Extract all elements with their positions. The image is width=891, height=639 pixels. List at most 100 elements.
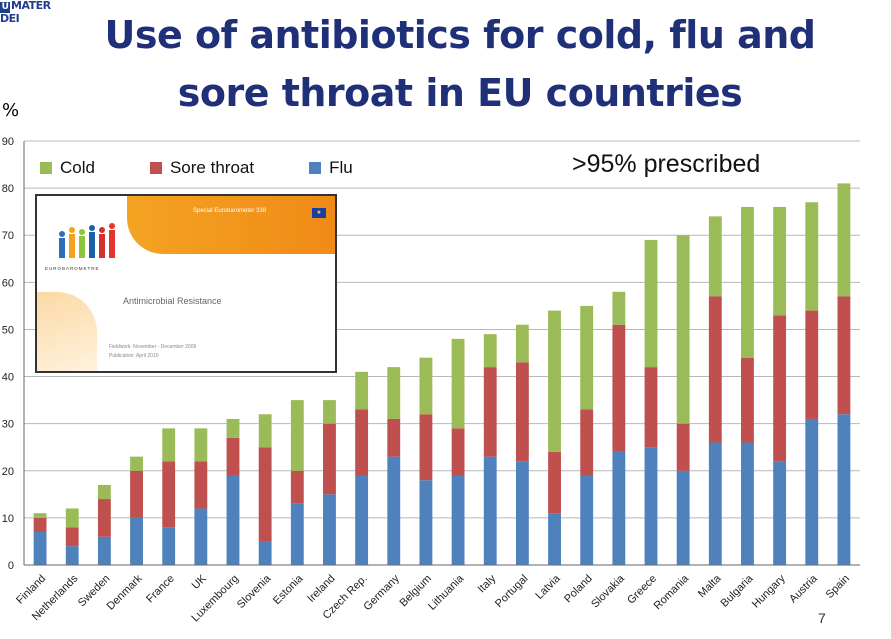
bar-flu — [837, 414, 851, 565]
bar-cold — [355, 371, 369, 410]
bar-sore-throat — [97, 499, 111, 537]
x-tick-label: Latvia — [533, 572, 563, 602]
bar-sore-throat — [644, 367, 658, 448]
chart-legend: Cold Sore throat Flu — [40, 158, 408, 178]
bar-flu — [65, 546, 79, 565]
bar-flu — [355, 475, 369, 565]
bar-cold — [773, 206, 787, 316]
x-tick-label: Malta — [696, 572, 724, 600]
y-tick-label: 20 — [2, 466, 14, 478]
cover-orange-band — [127, 196, 335, 254]
bar-sore-throat — [451, 428, 465, 476]
bar-flu — [419, 480, 433, 565]
x-tick-label: Denmark — [105, 572, 145, 612]
bar-cold — [548, 310, 561, 452]
y-tick-label: 40 — [2, 372, 14, 384]
bar-flu — [773, 461, 787, 565]
page-number: 7 — [818, 610, 826, 626]
x-tick-label: Italy — [476, 572, 499, 595]
legend-item-sore-throat: Sore throat — [149, 158, 254, 178]
bar-cold — [130, 456, 143, 471]
bar-cold — [323, 400, 336, 424]
bar-sore-throat — [773, 315, 787, 462]
cover-orange-corner — [37, 292, 97, 371]
legend-swatch — [40, 162, 52, 174]
eurobarometer-report-cover: Special Eurobarometer 338 ★ EUROBAROMETR… — [35, 194, 337, 373]
cover-fieldwork: Fieldwork: November - December 2009 — [109, 344, 197, 350]
slide-title-line1: Use of antibiotics for cold, flu and — [104, 13, 817, 57]
logo-text: MATER DEI — [0, 0, 51, 25]
bar-cold — [33, 513, 47, 518]
bar-cold — [644, 239, 658, 368]
legend-label: Cold — [60, 158, 95, 177]
bar-cold — [451, 338, 465, 429]
bar-cold — [741, 206, 754, 358]
bar-sore-throat — [708, 296, 722, 443]
cover-brand: EUROBAROMETRE — [45, 266, 100, 271]
bar-flu — [451, 475, 465, 565]
bar-flu — [548, 513, 561, 565]
bar-sore-throat — [805, 310, 819, 419]
y-tick-label: 50 — [2, 324, 14, 336]
bar-cold — [387, 367, 401, 419]
bar-sore-throat — [483, 367, 497, 457]
bar-sore-throat — [130, 470, 143, 518]
y-tick-label: 90 — [2, 136, 14, 148]
x-tick-label: Romania — [652, 572, 692, 612]
bar-cold — [226, 418, 240, 438]
cover-publication: Publication: April 2010 — [109, 353, 159, 359]
bar-cold — [676, 235, 690, 424]
slide-title-line2: sore throat in EU countries — [177, 71, 743, 115]
bar-flu — [612, 451, 626, 565]
bar-cold — [515, 324, 529, 363]
bar-flu — [33, 532, 47, 565]
y-tick-label: 10 — [2, 513, 14, 525]
x-tick-label: Slovakia — [589, 572, 628, 611]
bar-flu — [676, 470, 690, 565]
bar-cold — [97, 484, 111, 500]
cover-series-title: Special Eurobarometer 338 — [193, 208, 267, 214]
bar-cold — [805, 202, 819, 311]
legend-label: Flu — [329, 158, 353, 177]
bar-sore-throat — [741, 357, 754, 443]
bar-cold — [837, 183, 851, 297]
y-tick-label: 0 — [8, 560, 14, 572]
bar-sore-throat — [837, 296, 851, 415]
bar-sore-throat — [65, 527, 79, 547]
logo-mark: U — [0, 2, 10, 13]
bar-flu — [226, 475, 240, 565]
bar-flu — [387, 456, 401, 565]
bar-sore-throat — [548, 451, 561, 514]
bar-cold — [708, 216, 722, 297]
bar-cold — [483, 334, 497, 368]
x-tick-label: Spain — [824, 573, 852, 601]
bar-cold — [258, 414, 272, 448]
eurobarometer-people-icon — [59, 223, 115, 258]
x-tick-label: UK — [190, 572, 210, 592]
x-tick-label: Estonia — [271, 572, 306, 607]
x-tick-label: Hungary — [750, 572, 788, 610]
bar-cold — [194, 428, 208, 462]
bar-sore-throat — [33, 517, 47, 533]
bar-flu — [290, 503, 304, 565]
bar-flu — [708, 442, 722, 565]
bar-cold — [419, 357, 433, 415]
bar-flu — [741, 442, 754, 565]
logo: U MATER DEI — [0, 0, 70, 25]
bar-flu — [130, 517, 143, 565]
bar-flu — [323, 494, 336, 565]
y-tick-label: 80 — [2, 183, 14, 195]
bar-sore-throat — [226, 437, 240, 476]
y-tick-label: 30 — [2, 419, 14, 431]
bar-sore-throat — [323, 423, 336, 495]
bar-sore-throat — [580, 409, 594, 476]
bar-sore-throat — [612, 324, 626, 452]
y-axis-label: % — [2, 100, 20, 121]
bar-flu — [805, 418, 819, 565]
x-tick-label: Lithuania — [426, 572, 467, 613]
prescribed-annotation: >95% prescribed — [572, 150, 761, 178]
legend-item-cold: Cold — [40, 158, 95, 178]
bar-flu — [515, 461, 529, 565]
x-tick-label: Germany — [361, 572, 402, 613]
legend-item-flu: Flu — [309, 158, 353, 178]
